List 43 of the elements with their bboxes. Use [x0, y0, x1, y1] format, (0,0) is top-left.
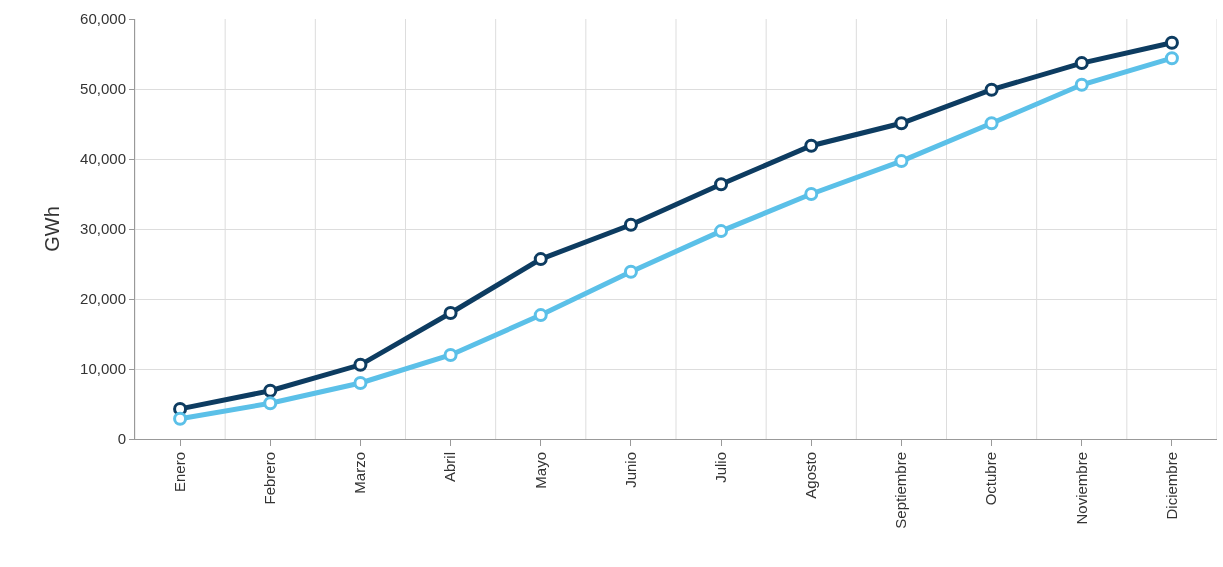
point [353, 376, 368, 390]
y-tick-label: 10,000 [80, 360, 126, 378]
point [623, 217, 638, 232]
point [263, 396, 278, 411]
x-tick-label: Enero [170, 452, 188, 493]
point [263, 383, 278, 398]
point [1164, 51, 1179, 66]
point [533, 252, 548, 267]
point [623, 264, 638, 279]
y-tick-label: 60,000 [80, 10, 126, 28]
point [984, 82, 999, 97]
point [894, 116, 909, 131]
point [1164, 35, 1179, 50]
point [894, 154, 909, 169]
y-tick-label: 40,000 [80, 150, 126, 168]
y-tick-label: 0 [117, 430, 126, 448]
y-tick-label: 20,000 [80, 290, 126, 308]
point [1074, 56, 1089, 71]
x-tick-label: Octubre [982, 452, 1000, 506]
x-tick-label: Junio [621, 452, 639, 488]
y-tick-label: 30,000 [80, 220, 126, 238]
point [984, 116, 999, 131]
x-tick-label: Septiembre [892, 452, 910, 529]
y-axis-title: GWh [40, 206, 63, 252]
point [443, 306, 458, 320]
x-tick-label: Mayo [531, 452, 549, 489]
point [1074, 77, 1089, 92]
point [533, 308, 548, 323]
point [804, 138, 819, 153]
y-tick-label: 50,000 [80, 80, 126, 98]
point [443, 348, 458, 362]
point [714, 177, 729, 192]
point [714, 224, 729, 239]
x-tick-label: Marzo [351, 452, 369, 494]
point [353, 357, 368, 372]
x-tick-label: Julio [711, 452, 729, 483]
x-tick-label: Agosto [802, 452, 820, 499]
x-tick-label: Febrero [261, 452, 279, 505]
x-tick-label: Abril [441, 452, 459, 483]
point [173, 411, 188, 426]
x-tick-label: Noviembre [1072, 452, 1090, 525]
point [804, 187, 819, 201]
x-tick-label: Diciembre [1162, 452, 1180, 520]
